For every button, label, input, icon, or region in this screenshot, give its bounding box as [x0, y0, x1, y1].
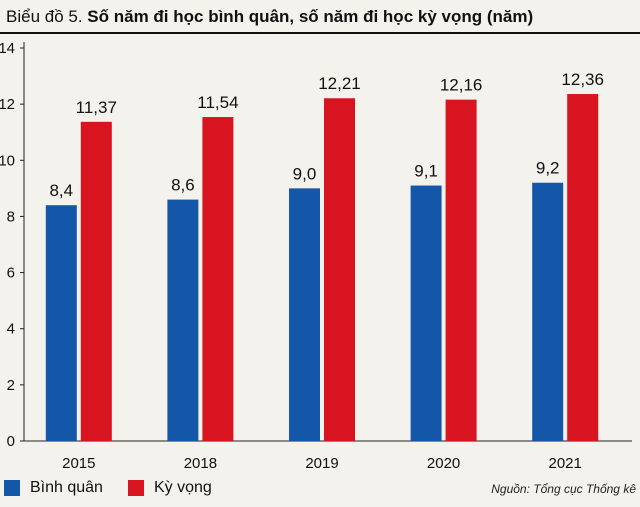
bar-binh-quan	[167, 199, 199, 441]
legend-item-ky-vong: Kỳ vọng	[128, 478, 212, 498]
title-main: Số năm đi học bình quân, số năm đi học k…	[87, 7, 534, 26]
bar-binh-quan	[45, 205, 77, 441]
legend-label-ky-vong: Kỳ vọng	[154, 479, 212, 496]
y-tick-label: 0	[7, 433, 15, 450]
bar-ky-vong	[567, 94, 599, 441]
y-tick-label: 8	[7, 208, 15, 225]
legend-label-binh-quan: Bình quân	[30, 479, 103, 496]
bar-ky-vong	[324, 98, 355, 441]
data-label: 11,37	[76, 98, 117, 117]
x-tick-label: 2018	[184, 455, 217, 472]
data-label: 8,6	[171, 176, 195, 195]
data-label: 9,1	[414, 162, 438, 181]
bar-ky-vong	[80, 121, 112, 442]
bar-chart: 0 2 4 6 8 10 12 14 2015 8,4 11,37 2018 8,6 11,54 2019 9…	[0, 40, 632, 472]
source-note: Nguồn: Tổng cục Thống kê	[491, 482, 636, 496]
y-tick-label: 2	[7, 377, 15, 394]
data-label: 12,16	[440, 76, 483, 95]
x-tick-label: 2021	[549, 455, 582, 472]
data-label: 9,2	[536, 159, 560, 178]
y-tick-label: 12	[0, 96, 15, 113]
data-label: 8,4	[49, 181, 73, 200]
y-tick-label: 10	[0, 152, 15, 169]
data-label: 9,0	[293, 164, 317, 183]
x-tick-label: 2019	[305, 455, 338, 472]
bar-ky-vong	[202, 117, 234, 441]
bar-binh-quan	[532, 182, 564, 441]
data-label: 12,36	[561, 70, 604, 89]
legend-swatch-ky-vong	[128, 480, 144, 496]
x-tick-label: 2020	[427, 455, 460, 472]
data-label: 12,21	[318, 74, 361, 93]
title-prefix: Biểu đồ 5.	[6, 7, 83, 26]
title-divider	[0, 32, 640, 34]
chart-title: Biểu đồ 5. Số năm đi học bình quân, số n…	[6, 4, 533, 30]
bar-binh-quan	[410, 185, 442, 441]
chart-legend: Bình quân Kỳ vọng Nguồn: Tổng cục Thống …	[0, 474, 640, 504]
y-tick-label: 4	[7, 321, 15, 338]
y-tick-label: 14	[0, 40, 15, 57]
legend-swatch-binh-quan	[4, 480, 20, 496]
y-tick-label: 6	[7, 265, 15, 282]
data-label: 11,54	[197, 93, 238, 112]
legend-item-binh-quan: Bình quân	[4, 478, 103, 498]
bar-binh-quan	[289, 188, 320, 441]
x-tick-label: 2015	[62, 455, 95, 472]
bar-ky-vong	[445, 99, 477, 441]
